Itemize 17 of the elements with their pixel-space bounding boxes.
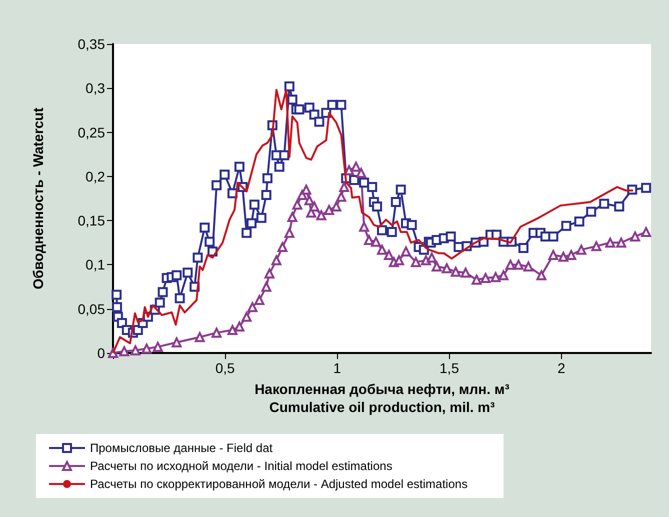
y-tick-label: 0,1 bbox=[86, 256, 106, 273]
y-tick-label: 0,15 bbox=[78, 212, 106, 229]
legend-label: Расчеты по скорректированной модели - Adjusted model estimations bbox=[90, 477, 468, 491]
y-tick-label: 0,3 bbox=[86, 80, 106, 96]
x-tick-label: 0,5 bbox=[215, 360, 236, 376]
x-axis-title: Накопленная добыча нефти, млн. м³ Cumulative oil production, mil. m³ bbox=[254, 380, 510, 415]
y-tick-label: 0,25 bbox=[78, 124, 106, 140]
y-tick-label: 0,35 bbox=[78, 36, 106, 52]
legend-label: Промысловые данные - Field dat bbox=[90, 441, 274, 455]
y-tick-label: 0,2 bbox=[86, 168, 106, 184]
x-tick-label: 1 bbox=[333, 360, 342, 376]
y-tick-label: 0,05 bbox=[78, 300, 106, 317]
y-axis-title: Обводненность - Watercut bbox=[30, 107, 46, 290]
y-tick-label: 0 bbox=[97, 345, 106, 361]
x-tick-label: 2 bbox=[557, 360, 566, 376]
legend-label: Расчеты по исходной модели - Initial model estimations bbox=[90, 459, 392, 473]
x-tick-label: 1,5 bbox=[440, 360, 460, 376]
